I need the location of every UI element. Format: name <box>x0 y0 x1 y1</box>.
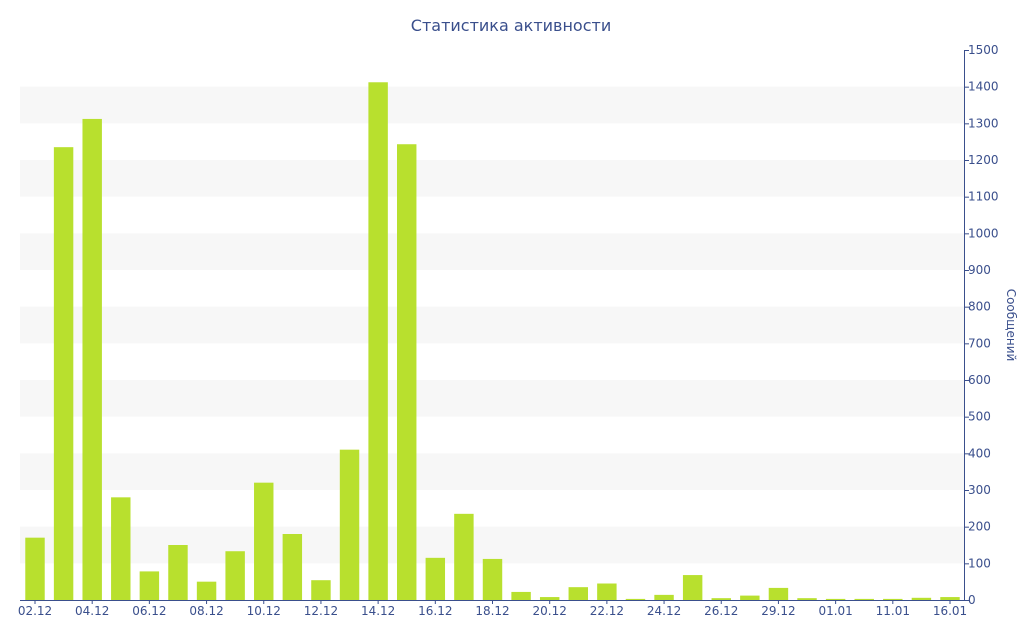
y-tick-label: 1100 <box>968 190 999 204</box>
bar <box>339 449 360 600</box>
grid-band <box>20 306 964 344</box>
x-tick-label: 14.12 <box>361 604 395 618</box>
x-tick-label: 11.01 <box>876 604 910 618</box>
y-tick-label: 300 <box>968 483 991 497</box>
bar <box>282 534 303 600</box>
bar <box>397 144 417 601</box>
x-tick-label: 08.12 <box>189 604 223 618</box>
bar <box>740 595 760 600</box>
x-tick-label: 04.12 <box>75 604 109 618</box>
bar <box>854 598 874 600</box>
y-tick-label: 700 <box>968 336 991 350</box>
y-tick-label: 1200 <box>968 153 999 167</box>
y-tick-label: 500 <box>968 410 991 424</box>
x-tick-label: 29.12 <box>761 604 795 618</box>
bar <box>311 580 331 600</box>
bar <box>111 497 131 600</box>
bar <box>454 513 474 600</box>
y-tick-label: 600 <box>968 373 991 387</box>
y-tick-label: 1000 <box>968 226 999 240</box>
bar <box>768 587 789 600</box>
grid-band <box>20 233 964 270</box>
x-tick-label: 22.12 <box>590 604 624 618</box>
x-tick-label: 12.12 <box>304 604 338 618</box>
grid-bands <box>20 86 964 564</box>
bar <box>254 482 274 600</box>
x-tick-label: 02.12 <box>18 604 52 618</box>
y-tick-label: 1500 <box>968 43 999 57</box>
x-tick-label: 01.01 <box>818 604 852 618</box>
bar <box>225 551 245 600</box>
y-tick-label: 400 <box>968 446 991 460</box>
bar <box>911 597 932 600</box>
x-tick-label: 10.12 <box>247 604 281 618</box>
x-tick-label: 18.12 <box>475 604 509 618</box>
bar <box>196 581 217 600</box>
bar <box>139 571 160 600</box>
bar <box>711 598 731 600</box>
x-tick-label: 16.01 <box>933 604 967 618</box>
grid-band <box>20 380 964 417</box>
bar <box>940 597 960 600</box>
bar <box>25 537 45 600</box>
bar <box>511 591 531 600</box>
bar <box>654 594 674 600</box>
x-tick-label: 06.12 <box>132 604 166 618</box>
grid-band <box>20 453 964 490</box>
grid-band <box>20 526 964 564</box>
grid-band <box>20 86 964 124</box>
bar <box>568 587 588 600</box>
bar <box>682 575 703 600</box>
bar <box>53 147 74 601</box>
x-tick-label: 20.12 <box>533 604 567 618</box>
bar <box>625 598 646 600</box>
bars <box>25 82 960 601</box>
x-tick-label: 16.12 <box>418 604 452 618</box>
bar <box>168 545 188 600</box>
y-tick-label: 800 <box>968 300 991 314</box>
x-axis-ticks: 02.12 04.12 06.12 08.12 10.12 12.12 14.12 16.12… <box>18 600 967 618</box>
x-tick-label: 24.12 <box>647 604 681 618</box>
bar <box>825 598 846 600</box>
y-tick-label: 0 <box>968 593 976 607</box>
bar <box>82 118 102 601</box>
bar <box>368 82 388 600</box>
y-tick-label: 1300 <box>968 116 999 130</box>
x-tick-label: 26.12 <box>704 604 738 618</box>
bar <box>797 598 817 600</box>
y-axis-ticks: 0 100 200 300 400 500 600 700 800 900 1000 1100 1200… <box>964 43 999 607</box>
y-tick-label: 900 <box>968 263 991 277</box>
y-axis-label: Сообщений <box>1004 289 1018 362</box>
bar <box>539 597 560 600</box>
chart-title: Статистика активности <box>411 16 611 35</box>
bar <box>425 557 446 600</box>
grid-band <box>20 160 964 197</box>
bar <box>597 583 617 600</box>
bar <box>482 558 503 600</box>
bar <box>883 598 903 600</box>
y-tick-label: 100 <box>968 556 991 570</box>
y-tick-label: 200 <box>968 520 991 534</box>
y-tick-label: 1400 <box>968 80 999 94</box>
